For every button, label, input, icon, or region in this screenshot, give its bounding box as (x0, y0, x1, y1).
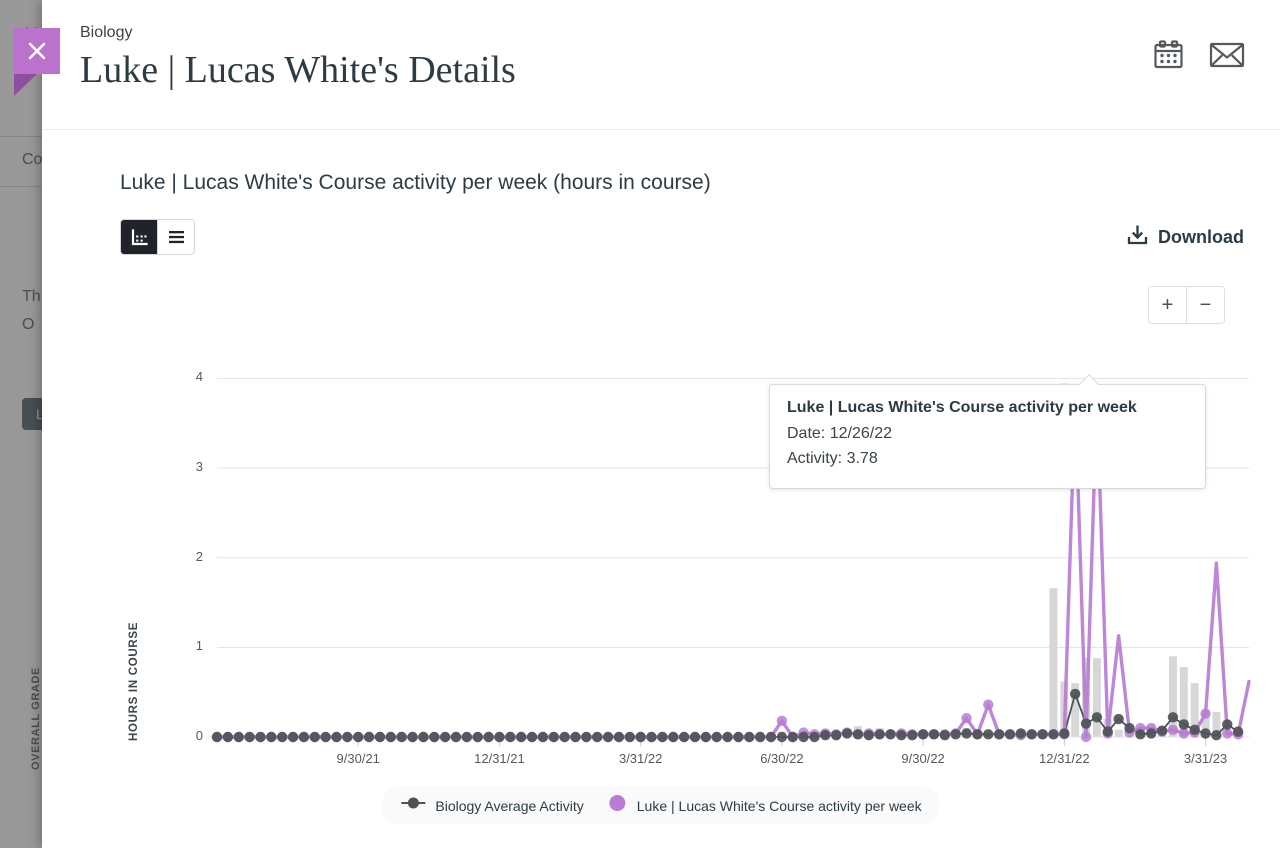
close-tray-button[interactable] (14, 28, 60, 96)
zoom-controls: + − (1148, 286, 1225, 324)
x-tick-label: 3/31/22 (618, 751, 663, 766)
legend-dot-icon (608, 794, 628, 817)
tooltip-activity-value: 3.78 (846, 449, 878, 467)
tooltip-activity-label: Activity: (787, 449, 843, 467)
zoom-out-button[interactable]: − (1187, 287, 1224, 323)
breadcrumb[interactable]: Biology (80, 24, 133, 41)
legend-line-dot-icon (400, 794, 426, 817)
table-view-button[interactable] (158, 220, 194, 254)
tray-header: Biology Luke | Lucas White's Details (42, 0, 1280, 130)
page-title: Luke | Lucas White's Details (80, 49, 516, 91)
zoom-in-button[interactable]: + (1149, 287, 1186, 323)
x-tick-label: 12/31/21 (474, 751, 525, 766)
mail-icon[interactable] (1209, 40, 1245, 75)
chart-view-button[interactable] (121, 220, 157, 254)
tooltip-date-row: Date: 12/26/22 (787, 422, 1188, 447)
download-label: Download (1158, 226, 1244, 247)
details-tray: Biology Luke | Lucas White's Details (42, 0, 1280, 848)
y-tick-label: 2 (195, 548, 203, 564)
y-tick-label: 4 (195, 369, 203, 385)
tooltip-date-label: Date: (787, 425, 826, 442)
x-tick-label: 6/30/22 (760, 751, 804, 766)
view-toggle-group (120, 219, 195, 255)
chart-canvas[interactable] (42, 131, 1280, 848)
legend-label: Biology Average Activity (435, 797, 584, 814)
y-tick-label: 0 (195, 728, 203, 743)
chart-legend: Biology Average Activity Luke | Lucas Whi… (382, 787, 940, 824)
chart-tooltip: Luke | Lucas White's Course activity per… (769, 374, 1206, 489)
chart-icon (131, 228, 148, 245)
toggle-separator (157, 220, 158, 254)
x-tick-label: 3/31/23 (1183, 751, 1228, 766)
chart-panel: Luke | Lucas White's Course activity per… (42, 131, 1280, 848)
list-icon (168, 231, 184, 244)
calendar-icon[interactable] (1152, 38, 1185, 76)
tooltip-activity-row: Activity: 3.78 (787, 447, 1188, 472)
chart-title: Luke | Lucas White's Course activity per… (120, 171, 711, 194)
download-button[interactable]: Download (1126, 223, 1244, 251)
legend-item[interactable]: Biology Average Activity (400, 794, 584, 817)
tooltip-title: Luke | Lucas White's Course activity per… (787, 399, 1137, 416)
x-tick-label: 9/30/22 (901, 751, 945, 766)
y-tick-label: 3 (195, 459, 203, 475)
zoom-separator (1186, 287, 1187, 323)
legend-label: Luke | Lucas White's Course activity per… (636, 797, 922, 814)
x-tick-label: 12/31/22 (1039, 751, 1090, 766)
close-tab-fold (14, 74, 60, 96)
y-tick-label: 1 (195, 638, 203, 654)
download-icon (1126, 223, 1149, 251)
header-actions (1152, 38, 1245, 76)
tooltip-date-value: 12/26/22 (829, 425, 892, 442)
close-icon (14, 28, 60, 74)
legend-item[interactable]: Luke | Lucas White's Course activity per… (608, 794, 922, 817)
x-tick-label: 9/30/21 (336, 751, 380, 766)
